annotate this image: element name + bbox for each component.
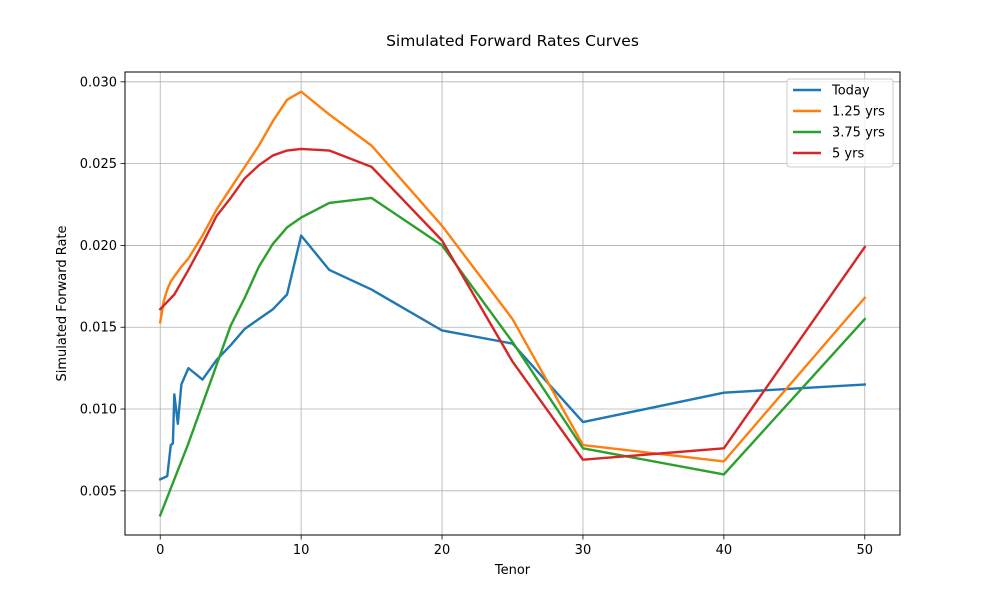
x-tick-label: 10 [293,543,310,558]
axis-ticks: 0 10 20 30 40 50 0.005 0.010 0.015 0.020 0.025 0.03… [80,75,873,558]
plot-frame [124,71,901,536]
x-tick-label: 0 [156,543,164,558]
y-tick-label: 0.025 [80,157,117,172]
series-line-1 [158,90,867,463]
y-tick-label: 0.015 [80,321,117,336]
legend-label: 1.25 yrs [832,105,885,120]
y-tick-label: 0.030 [80,75,117,90]
y-axis-label: Simulated Forward Rate [55,225,70,381]
legend-label: 3.75 yrs [832,126,885,141]
y-tick-label: 0.020 [80,239,117,254]
x-axis-label: Tenor [494,563,531,578]
legend-label: Today [831,84,870,99]
x-tick-label: 50 [856,543,873,558]
series-line-3 [158,147,867,461]
legend: Today 1.25 yrs 3.75 yrs 5 yrs [786,78,894,168]
chart-title: Simulated Forward Rates Curves [386,32,639,50]
legend-label: 5 yrs [832,147,864,162]
legend-box [786,78,894,168]
x-tick-label: 40 [716,543,733,558]
series-line-0 [158,234,867,481]
series-line-2 [158,196,867,517]
y-tick-label: 0.010 [80,403,117,418]
x-tick-label: 30 [575,543,592,558]
grid [125,72,900,535]
series-lines [158,90,867,517]
y-tick-label: 0.005 [80,484,117,499]
x-tick-label: 20 [434,543,451,558]
